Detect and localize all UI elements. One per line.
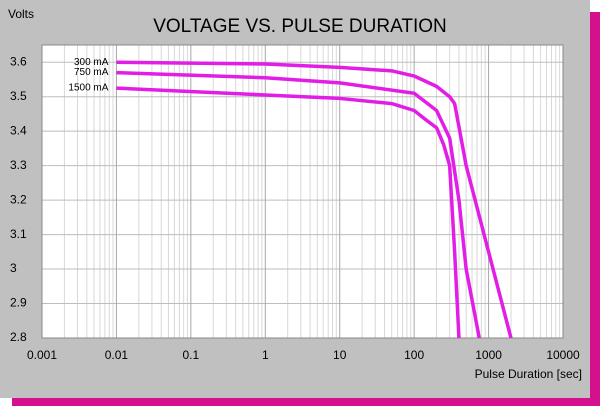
series-line — [116, 86, 461, 339]
legend-label: 300 mA — [74, 57, 109, 68]
y-tick-label: 2.8 — [10, 330, 27, 344]
series-line — [116, 60, 513, 339]
plot-border — [41, 44, 564, 339]
x-axis-label: Pulse Duration [sec] — [475, 367, 582, 381]
x-tick-label: 1 — [262, 348, 269, 362]
legend-label: 750 mA — [74, 67, 109, 78]
y-tick-label: 3.4 — [10, 123, 27, 137]
y-axis-label: Volts — [8, 7, 34, 21]
y-tick-label: 3.6 — [10, 54, 27, 68]
x-tick-label: 10 — [333, 348, 347, 362]
x-tick-label: 100 — [404, 348, 424, 362]
y-tick-label: 3 — [10, 261, 17, 275]
y-tick-label: 3.3 — [10, 158, 27, 172]
x-tick-label: 1000 — [475, 348, 502, 362]
y-tick-label: 2.9 — [10, 296, 27, 310]
plot-area — [42, 45, 563, 338]
x-tick-label: 10000 — [546, 348, 580, 362]
y-tick-label: 3.5 — [10, 89, 27, 103]
y-tick-label: 3.1 — [10, 227, 27, 241]
y-tick-label: 3.2 — [10, 192, 27, 206]
legend-label: 1500 mA — [68, 83, 108, 94]
x-tick-label: 0.01 — [105, 348, 129, 362]
x-tick-label: 0.001 — [27, 348, 57, 362]
x-tick-label: 0.1 — [183, 348, 200, 362]
chart-title: VOLTAGE VS. PULSE DURATION — [153, 16, 447, 37]
series-line — [116, 70, 481, 339]
